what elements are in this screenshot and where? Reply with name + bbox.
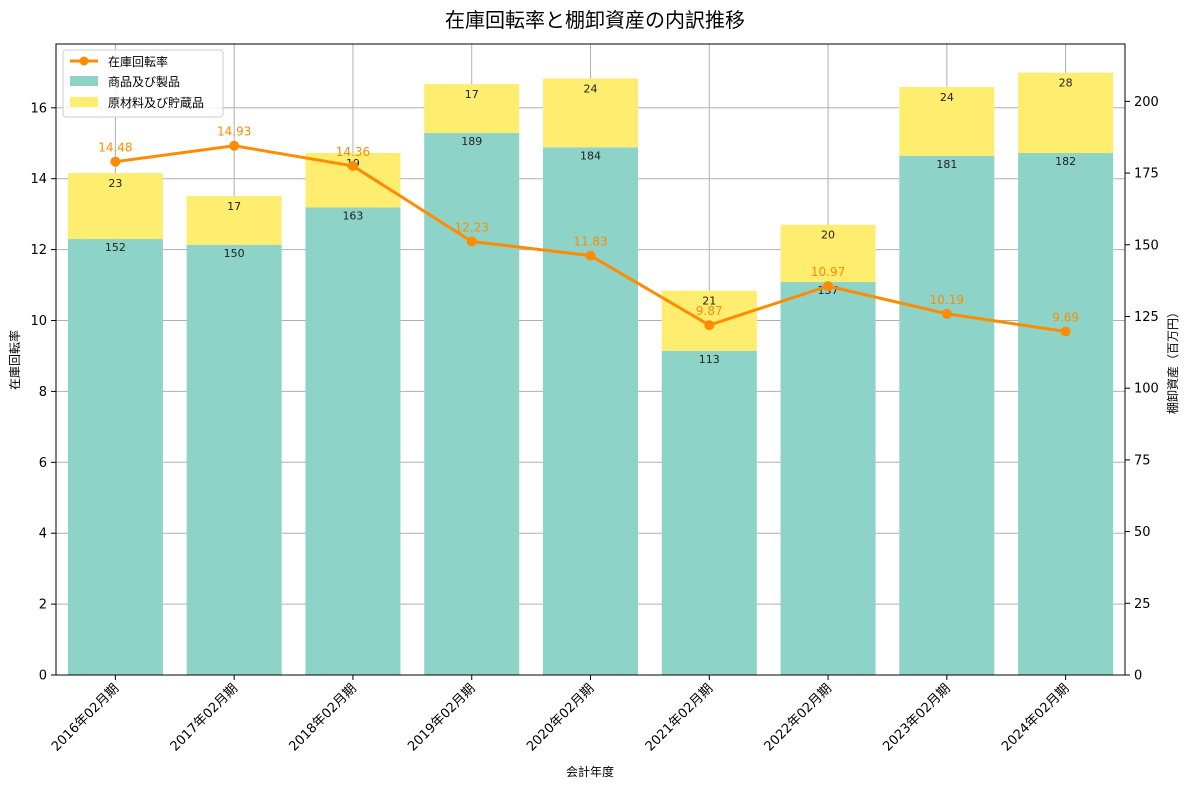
y-left-tick-label: 0	[39, 669, 47, 684]
bar-materials	[542, 78, 639, 148]
turnover-value-label: 9.69	[1052, 310, 1079, 324]
turnover-value-label: 11.83	[573, 235, 607, 249]
bar-materials	[67, 173, 163, 240]
turnover-value-label: 14.93	[217, 125, 251, 139]
bar-label-materials: 17	[227, 200, 241, 213]
legend-swatch-products	[70, 76, 98, 86]
turnover-value-label: 9.87	[696, 304, 723, 318]
turnover-marker	[941, 308, 952, 319]
bars-layer: 1522315017163191891718424113211372018124…	[67, 72, 1114, 676]
turnover-value-label: 14.36	[336, 145, 370, 159]
bar-products	[305, 207, 401, 675]
turnover-marker	[347, 160, 358, 171]
bar-label-products: 181	[936, 158, 957, 171]
legend-label-materials: 原材料及び貯蔵品	[108, 96, 204, 110]
turnover-marker	[1060, 326, 1071, 337]
bar-label-products: 184	[580, 149, 601, 162]
bar-materials	[899, 87, 995, 156]
turnover-value-label: 10.19	[930, 293, 964, 307]
bar-products	[424, 132, 520, 675]
legend-swatch-materials	[70, 97, 98, 107]
y-axis-right-label: 棚卸資産（百万円）	[1165, 306, 1180, 414]
bar-label-materials: 24	[584, 82, 598, 95]
y-left-tick-label: 2	[39, 598, 47, 613]
turnover-value-label: 10.97	[811, 265, 845, 279]
bar-products	[67, 239, 163, 675]
chart-title: 在庫回転率と棚卸資産の内訳推移	[445, 8, 745, 32]
bar-label-materials: 24	[940, 91, 954, 104]
turnover-marker	[704, 320, 715, 331]
bar-label-materials: 21	[702, 295, 716, 308]
bar-products	[780, 282, 876, 675]
line-layer: 14.48 14.93 14.36 12.23 11.83 9.87 10.97 10.19 9…	[98, 125, 1079, 337]
y-left-tick-label: 8	[39, 385, 47, 400]
y-left-tick-label: 6	[39, 456, 47, 471]
bar-label-products: 113	[699, 353, 720, 366]
y-right-tick-label: 0	[1134, 669, 1142, 684]
turnover-marker	[229, 140, 240, 151]
turnover-marker	[823, 281, 834, 292]
bar-materials	[780, 224, 876, 283]
legend-label-products: 商品及び製品	[108, 74, 180, 89]
legend-swatch-marker	[79, 56, 89, 66]
y-right-tick-label: 50	[1134, 525, 1151, 540]
y-right-tick-label: 125	[1134, 310, 1159, 325]
bar-materials	[1018, 72, 1114, 153]
y-right-tick-label: 175	[1134, 167, 1159, 182]
bar-materials	[186, 196, 282, 245]
bar-label-materials: 20	[821, 229, 835, 242]
y-left-tick-label: 4	[39, 527, 47, 542]
turnover-marker	[110, 156, 121, 167]
bar-products	[542, 147, 639, 676]
legend-label-turnover: 在庫回転率	[108, 54, 168, 69]
y-left-tick-label: 12	[30, 243, 47, 258]
y-right-tick-label: 100	[1134, 382, 1159, 397]
bar-label-materials: 23	[108, 177, 122, 190]
y-right-tick-label: 25	[1134, 597, 1151, 612]
bar-products	[899, 155, 995, 676]
bar-label-products: 152	[105, 241, 126, 254]
bar-products	[661, 350, 757, 675]
bar-label-products: 163	[342, 209, 363, 222]
bar-label-materials: 17	[465, 88, 479, 101]
turnover-marker	[585, 250, 596, 261]
y-right-tick-label: 200	[1134, 95, 1159, 110]
y-right-tick-label: 150	[1134, 238, 1159, 253]
turnover-marker	[466, 236, 477, 247]
bar-label-products: 150	[224, 247, 245, 260]
y-right-tick-label: 75	[1134, 453, 1151, 468]
y-left-tick-label: 16	[30, 101, 47, 116]
legend: 在庫回転率 商品及び製品 原材料及び貯蔵品	[62, 49, 224, 118]
legend-frame	[62, 49, 224, 118]
bar-label-products: 189	[461, 135, 482, 148]
turnover-value-label: 12.23	[455, 220, 489, 234]
bar-materials	[424, 84, 520, 133]
bar-label-materials: 28	[1059, 77, 1073, 90]
bar-products	[186, 244, 282, 676]
bar-products	[1018, 152, 1114, 675]
y-left-tick-label: 10	[30, 314, 47, 329]
y-axis-left-label: 在庫回転率	[7, 330, 22, 390]
turnover-value-label: 14.48	[98, 141, 132, 155]
bar-label-products: 182	[1055, 155, 1076, 168]
x-axis-label: 会計年度	[566, 764, 614, 779]
y-left-tick-label: 14	[30, 172, 47, 187]
